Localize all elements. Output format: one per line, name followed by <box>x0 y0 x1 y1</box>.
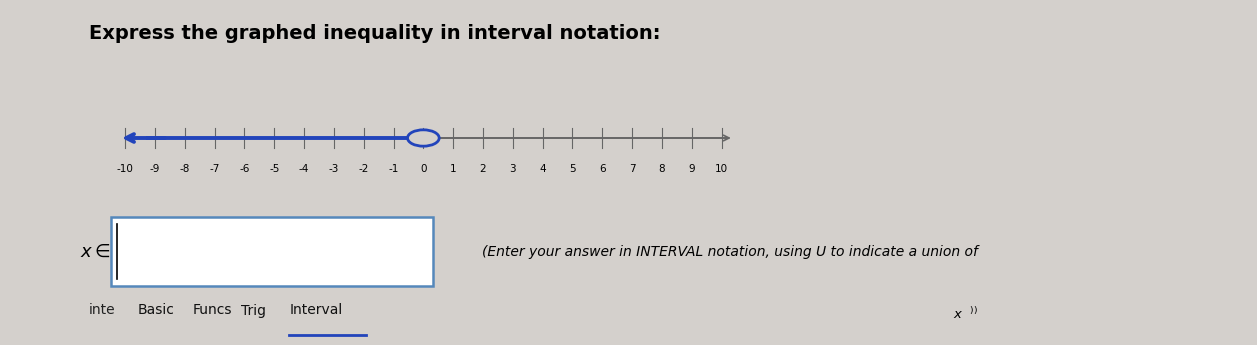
Text: 4: 4 <box>539 164 546 174</box>
Text: Trig: Trig <box>241 304 265 317</box>
Text: -8: -8 <box>180 164 190 174</box>
Text: $x$  $^{))}$: $x$ $^{))}$ <box>953 306 978 322</box>
Text: -2: -2 <box>358 164 368 174</box>
Text: -10: -10 <box>117 164 133 174</box>
Text: 2: 2 <box>480 164 486 174</box>
Text: Basic: Basic <box>137 304 175 317</box>
FancyBboxPatch shape <box>111 217 434 286</box>
Text: -7: -7 <box>210 164 220 174</box>
Text: -1: -1 <box>388 164 398 174</box>
Text: 0: 0 <box>420 164 426 174</box>
Text: (Enter your answer in INTERVAL notation, using U to indicate a union of: (Enter your answer in INTERVAL notation,… <box>481 245 978 259</box>
Text: Express the graphed inequality in interval notation:: Express the graphed inequality in interv… <box>89 24 660 43</box>
Text: -9: -9 <box>150 164 160 174</box>
Text: 8: 8 <box>659 164 665 174</box>
Text: 1: 1 <box>450 164 456 174</box>
Text: -6: -6 <box>239 164 250 174</box>
Text: 3: 3 <box>509 164 517 174</box>
Text: 5: 5 <box>569 164 576 174</box>
Text: $x \in$: $x \in$ <box>80 243 111 261</box>
Text: -3: -3 <box>329 164 339 174</box>
Text: 10: 10 <box>715 164 728 174</box>
Text: 9: 9 <box>689 164 695 174</box>
Text: inte: inte <box>89 304 116 317</box>
Text: Funcs: Funcs <box>192 304 231 317</box>
Text: -5: -5 <box>269 164 279 174</box>
Text: Interval: Interval <box>289 304 343 317</box>
Ellipse shape <box>407 130 439 146</box>
Text: -4: -4 <box>299 164 309 174</box>
Text: 7: 7 <box>628 164 635 174</box>
Text: 6: 6 <box>598 164 606 174</box>
